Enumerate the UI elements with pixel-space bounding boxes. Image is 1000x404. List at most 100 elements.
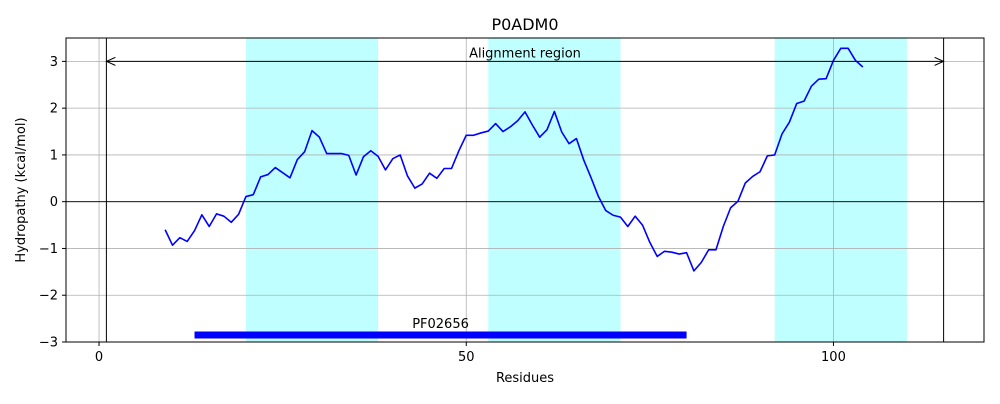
data-point: [229, 220, 233, 224]
data-point: [347, 154, 351, 158]
data-point: [178, 236, 182, 240]
data-point: [325, 152, 329, 156]
data-point: [479, 131, 483, 135]
x-tick-label: 0: [95, 350, 103, 365]
data-point: [589, 176, 593, 180]
data-point: [435, 177, 439, 181]
data-point: [692, 269, 696, 273]
data-point: [633, 214, 637, 218]
data-point: [318, 135, 322, 139]
y-axis-label: Hydropathy (kcal/mol): [14, 117, 29, 262]
data-point: [582, 158, 586, 162]
data-point: [788, 120, 792, 124]
data-point: [266, 173, 270, 177]
y-tick-label: 0: [50, 195, 58, 210]
data-point: [523, 110, 527, 114]
data-point: [736, 199, 740, 203]
data-point: [450, 167, 454, 171]
data-point: [861, 65, 865, 69]
data-point: [200, 213, 204, 217]
data-point: [494, 122, 498, 126]
data-point: [604, 209, 608, 213]
data-point: [531, 123, 535, 127]
data-point: [824, 77, 828, 81]
data-point: [185, 240, 189, 244]
data-point: [237, 213, 241, 217]
data-point: [457, 149, 461, 153]
y-tick-label: 1: [50, 148, 58, 163]
shaded-region-2: [488, 38, 621, 342]
data-point: [553, 110, 557, 114]
data-point: [244, 195, 248, 199]
data-point: [802, 99, 806, 103]
data-point: [699, 261, 703, 265]
chart-title: P0ADM0: [491, 15, 558, 34]
data-point: [773, 153, 777, 157]
y-tick-label: 2: [50, 102, 58, 117]
data-point: [171, 243, 175, 247]
data-point: [413, 186, 417, 190]
data-point: [384, 168, 388, 172]
data-point: [509, 125, 513, 129]
data-point: [274, 166, 278, 170]
data-point: [251, 193, 255, 197]
data-point: [714, 248, 718, 252]
data-point: [619, 215, 623, 219]
data-point: [575, 137, 579, 141]
data-point: [545, 128, 549, 132]
data-point: [362, 155, 366, 159]
data-point: [501, 130, 505, 134]
data-point: [340, 152, 344, 156]
plot-frame: [65, 37, 985, 343]
data-point: [472, 133, 476, 137]
data-point: [641, 223, 645, 227]
data-point: [744, 181, 748, 185]
data-point: [442, 167, 446, 171]
data-point: [766, 154, 770, 158]
data-point: [721, 225, 725, 229]
shaded-region-3: [774, 38, 907, 342]
data-point: [259, 175, 263, 179]
data-point: [486, 129, 490, 133]
data-point: [163, 228, 167, 232]
y-tick-label: −1: [39, 242, 58, 257]
alignment-region-label: Alignment region: [469, 46, 581, 61]
data-point: [332, 152, 336, 156]
data-point: [560, 130, 564, 134]
data-point: [780, 132, 784, 136]
data-point: [391, 157, 395, 161]
data-point: [670, 250, 674, 254]
data-point: [567, 142, 571, 146]
domain-label: PF02656: [412, 317, 469, 332]
data-point: [420, 182, 424, 186]
data-point: [729, 206, 733, 210]
data-point: [369, 149, 373, 153]
data-point: [707, 248, 711, 252]
data-point: [354, 173, 358, 177]
y-tick-label: −3: [39, 336, 58, 351]
data-point: [376, 155, 380, 159]
data-point: [839, 46, 843, 50]
data-point: [611, 213, 615, 217]
data-point: [288, 176, 292, 180]
x-tick-label: 50: [458, 350, 475, 365]
x-axis-label: Residues: [496, 371, 554, 386]
y-tick-label: 3: [50, 55, 58, 70]
data-point: [663, 249, 667, 253]
data-point: [685, 251, 689, 255]
data-point: [193, 229, 197, 233]
data-point: [406, 174, 410, 178]
y-tick-label: −2: [39, 289, 58, 304]
data-point: [626, 225, 630, 229]
data-point: [398, 153, 402, 157]
data-point: [281, 171, 285, 175]
data-point: [538, 135, 542, 139]
x-tick-label: 100: [821, 350, 846, 365]
data-point: [222, 214, 226, 218]
data-point: [296, 158, 300, 162]
data-point: [303, 150, 307, 154]
data-point: [846, 46, 850, 50]
data-point: [758, 170, 762, 174]
